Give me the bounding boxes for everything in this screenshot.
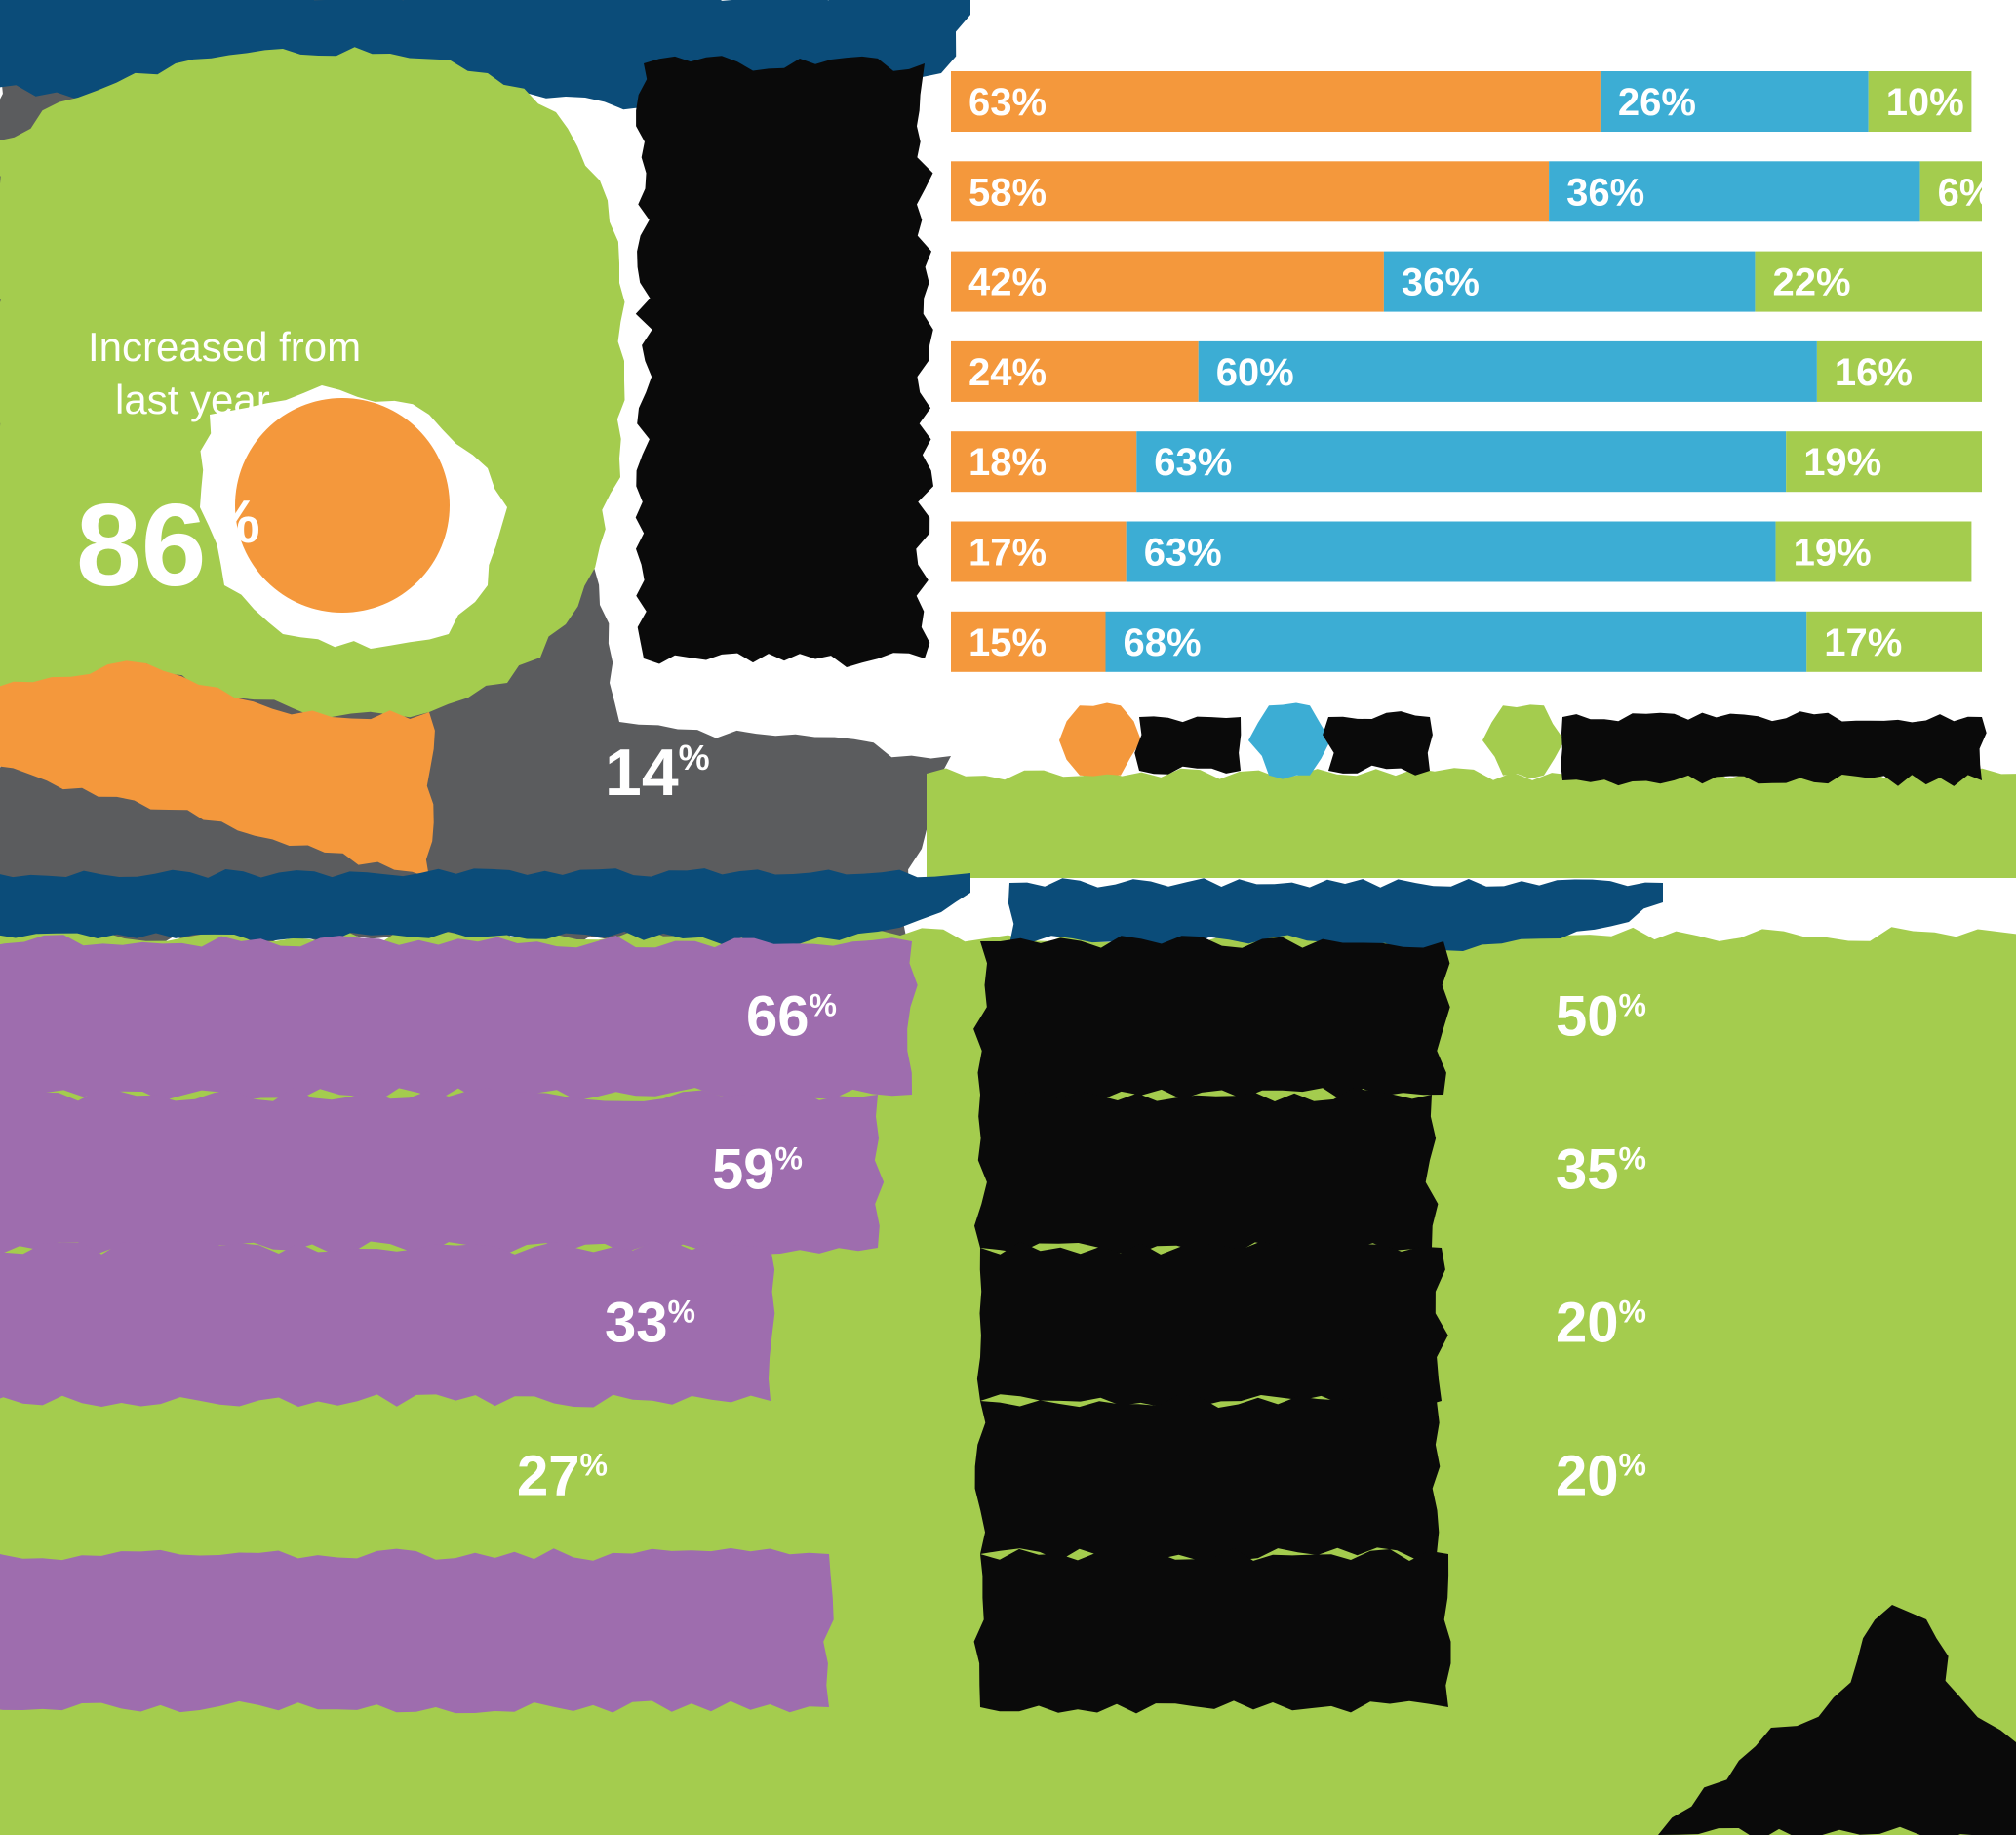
svg-text:63%: 63% [968,81,1047,124]
svg-text:6%: 6% [1938,171,1995,214]
svg-text:58%: 58% [968,171,1047,214]
svg-text:24%: 24% [968,351,1047,394]
svg-text:36%: 36% [1566,171,1644,214]
svg-text:17%: 17% [968,532,1047,575]
svg-text:68%: 68% [1124,621,1202,664]
svg-text:36%: 36% [1402,261,1480,304]
svg-text:19%: 19% [1794,532,1872,575]
svg-text:22%: 22% [1773,261,1851,304]
svg-text:10%: 10% [1886,81,1964,124]
svg-text:last year: last year [115,377,270,422]
svg-text:63%: 63% [1154,441,1232,484]
svg-text:18%: 18% [968,441,1047,484]
svg-text:63%: 63% [1144,532,1222,575]
svg-text:Increased from: Increased from [88,324,361,370]
svg-text:42%: 42% [968,261,1047,304]
svg-text:16%: 16% [1835,351,1913,394]
svg-text:15%: 15% [968,621,1047,664]
svg-text:19%: 19% [1803,441,1881,484]
svg-text:17%: 17% [1824,621,1902,664]
svg-text:26%: 26% [1618,81,1696,124]
svg-text:60%: 60% [1216,351,1294,394]
